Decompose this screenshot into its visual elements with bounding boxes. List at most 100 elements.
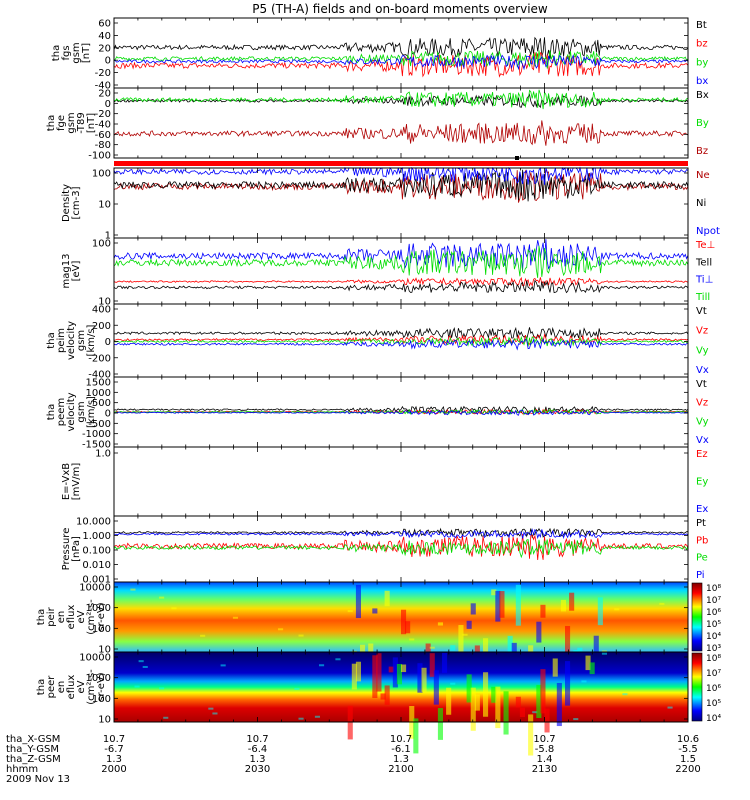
colorbar-gradient bbox=[691, 652, 703, 722]
spectrogram-speckle bbox=[614, 608, 620, 611]
y-axis-label-line: gsm bbox=[76, 330, 87, 351]
y-tick-label: 40 bbox=[98, 31, 111, 42]
spectrogram-stripe bbox=[437, 708, 443, 740]
colorbar: 10⁸ 10⁷ 10⁶ 10⁵ 10⁴ 10³ bbox=[691, 582, 721, 654]
panel-frame bbox=[113, 237, 689, 305]
legend-Bz: Bz bbox=[696, 146, 708, 157]
spectrogram-stripe bbox=[466, 620, 472, 629]
y-tick-label: 0.100 bbox=[82, 546, 111, 557]
spectrogram-stripe bbox=[372, 608, 378, 614]
spectrogram-speckle bbox=[409, 638, 415, 641]
spectrogram-speckle bbox=[573, 718, 579, 721]
spectrogram-speckle bbox=[319, 664, 325, 667]
panel-8: 10.0001.0000.1000.0100.001Pressure[nPa]P… bbox=[61, 515, 708, 586]
colorbar-tick-label: 10⁷ bbox=[706, 596, 721, 606]
spectrogram-stripe bbox=[483, 672, 489, 717]
y-axis-label: E=-VxB[mV/m] bbox=[61, 463, 82, 501]
series-line-bz bbox=[113, 51, 689, 78]
spectrogram-speckle bbox=[142, 665, 148, 668]
x-tick-label: 2100 bbox=[388, 764, 413, 775]
ephemeris-value: -6.1 bbox=[391, 744, 411, 755]
spectrogram-stripe bbox=[536, 684, 542, 719]
y-tick-label: 10000 bbox=[79, 653, 111, 664]
y-axis-label-line: E=-VxB bbox=[61, 463, 72, 500]
spectrogram-stripe bbox=[519, 707, 525, 717]
y-tick-label: -100 bbox=[88, 151, 111, 162]
y-axis-label-line: en bbox=[56, 681, 67, 694]
y-axis-label-line: tha bbox=[51, 45, 62, 61]
legend-Ti⊥: Ti⊥ bbox=[695, 275, 713, 286]
y-tick-label: 10 bbox=[98, 715, 111, 726]
y-tick-label: 60 bbox=[98, 19, 111, 30]
spectrogram-stripe bbox=[491, 589, 497, 596]
spectrogram-speckle bbox=[212, 712, 218, 715]
spectrogram-speckle bbox=[532, 711, 538, 714]
y-axis-label: thafgsgsm[nT] bbox=[51, 42, 92, 63]
y-tick-label: 1000 bbox=[86, 388, 111, 399]
spectrogram-speckle bbox=[163, 716, 169, 719]
panel-7: 1.0 E=-VxB[mV/m] Ez Ey Ex bbox=[61, 446, 708, 517]
spectrogram-stripe bbox=[560, 599, 566, 612]
spectrogram-stripe bbox=[495, 590, 501, 622]
y-axis-label-line: tha bbox=[46, 332, 57, 348]
y-axis-label-line: tha bbox=[46, 115, 57, 131]
legend-Ex: Ex bbox=[696, 504, 708, 515]
spectrogram-stripe bbox=[495, 686, 501, 729]
spectrogram-stripe bbox=[474, 694, 480, 711]
spectrogram-speckle bbox=[159, 687, 165, 690]
spectrogram-stripe bbox=[540, 604, 546, 618]
y-tick-label: 500 bbox=[92, 398, 111, 409]
y-tick-label: -1500 bbox=[82, 440, 111, 451]
y-axis-label: thapeirenefluxeV(cm²-s-sr-eV) bbox=[36, 599, 107, 635]
y-tick-label: 0 bbox=[105, 56, 111, 67]
ephemeris-value: -5.8 bbox=[535, 744, 555, 755]
y-axis-label: thafgegsm-T89[nT] bbox=[46, 112, 97, 134]
colorbar: 10⁸ 10⁷ 10⁶ 10⁵ 10⁴ bbox=[691, 652, 721, 724]
ephemeris-label-time: hhmm bbox=[6, 764, 38, 775]
y-axis-label-line: tha bbox=[36, 679, 47, 695]
spectrogram-stripe bbox=[437, 622, 443, 626]
ephemeris-value: -6.4 bbox=[248, 744, 268, 755]
spectrogram-stripe bbox=[384, 685, 390, 705]
spectrogram-speckle bbox=[462, 633, 468, 636]
spectrogram-stripe bbox=[499, 591, 505, 618]
x-tick-label: 2200 bbox=[675, 764, 700, 775]
series-line-Vt bbox=[113, 405, 689, 415]
legend-Till: Till bbox=[695, 292, 710, 303]
y-tick-label: 1.000 bbox=[82, 531, 111, 542]
colorbar-tick-label: 10⁴ bbox=[706, 632, 721, 642]
legend-Pi: Pi bbox=[696, 570, 705, 581]
ephemeris-value: -5.5 bbox=[678, 744, 698, 755]
y-axis-label-line: gsm bbox=[66, 112, 77, 133]
y-axis-label-line: -T89 bbox=[76, 112, 87, 134]
y-tick-label: -400 bbox=[88, 370, 111, 381]
y-tick-label: 1000 bbox=[86, 673, 111, 684]
ephemeris-label-z: tha_Z-GSM bbox=[6, 754, 61, 765]
panel-5: 400 200 0 -200 -400 thapeimvelocitygsm[km/s] V… bbox=[46, 303, 709, 381]
panels: 6040200-20-40thafgsgsm[nT]Btbzbybx200-20… bbox=[36, 17, 721, 756]
y-axis-label-line: Pressure bbox=[61, 528, 72, 571]
y-tick-label: 100 bbox=[92, 694, 111, 705]
spectrogram-stripe bbox=[384, 590, 390, 607]
spectrogram-stripe bbox=[442, 652, 448, 673]
legend-Vx: Vx bbox=[696, 365, 709, 376]
y-axis-label: thapeemvelocitygsm[km/s] bbox=[46, 392, 97, 431]
ephemeris-value: 10.7 bbox=[246, 734, 268, 745]
series-line-Te⊥ bbox=[113, 276, 689, 287]
spectrogram-stripe bbox=[405, 621, 411, 634]
ephemeris-value: -6.7 bbox=[104, 744, 124, 755]
spectrogram-speckle bbox=[208, 707, 214, 710]
spectrogram-stripe bbox=[421, 667, 427, 692]
legend-bx: bx bbox=[696, 76, 708, 87]
spectrogram-speckle bbox=[601, 650, 607, 653]
legend-Te⊥: Te⊥ bbox=[695, 240, 715, 251]
ephemeris-value: 1.4 bbox=[537, 754, 553, 765]
spectrogram-speckle bbox=[335, 658, 341, 661]
y-axis-label-line: peim bbox=[56, 328, 67, 353]
y-tick-label: -1000 bbox=[82, 429, 111, 440]
series-line-Ni bbox=[113, 169, 689, 202]
spectrogram-speckle bbox=[134, 685, 140, 688]
colorbar-tick-label: 10⁶ bbox=[706, 684, 721, 694]
y-tick-label: -80 bbox=[95, 140, 111, 151]
